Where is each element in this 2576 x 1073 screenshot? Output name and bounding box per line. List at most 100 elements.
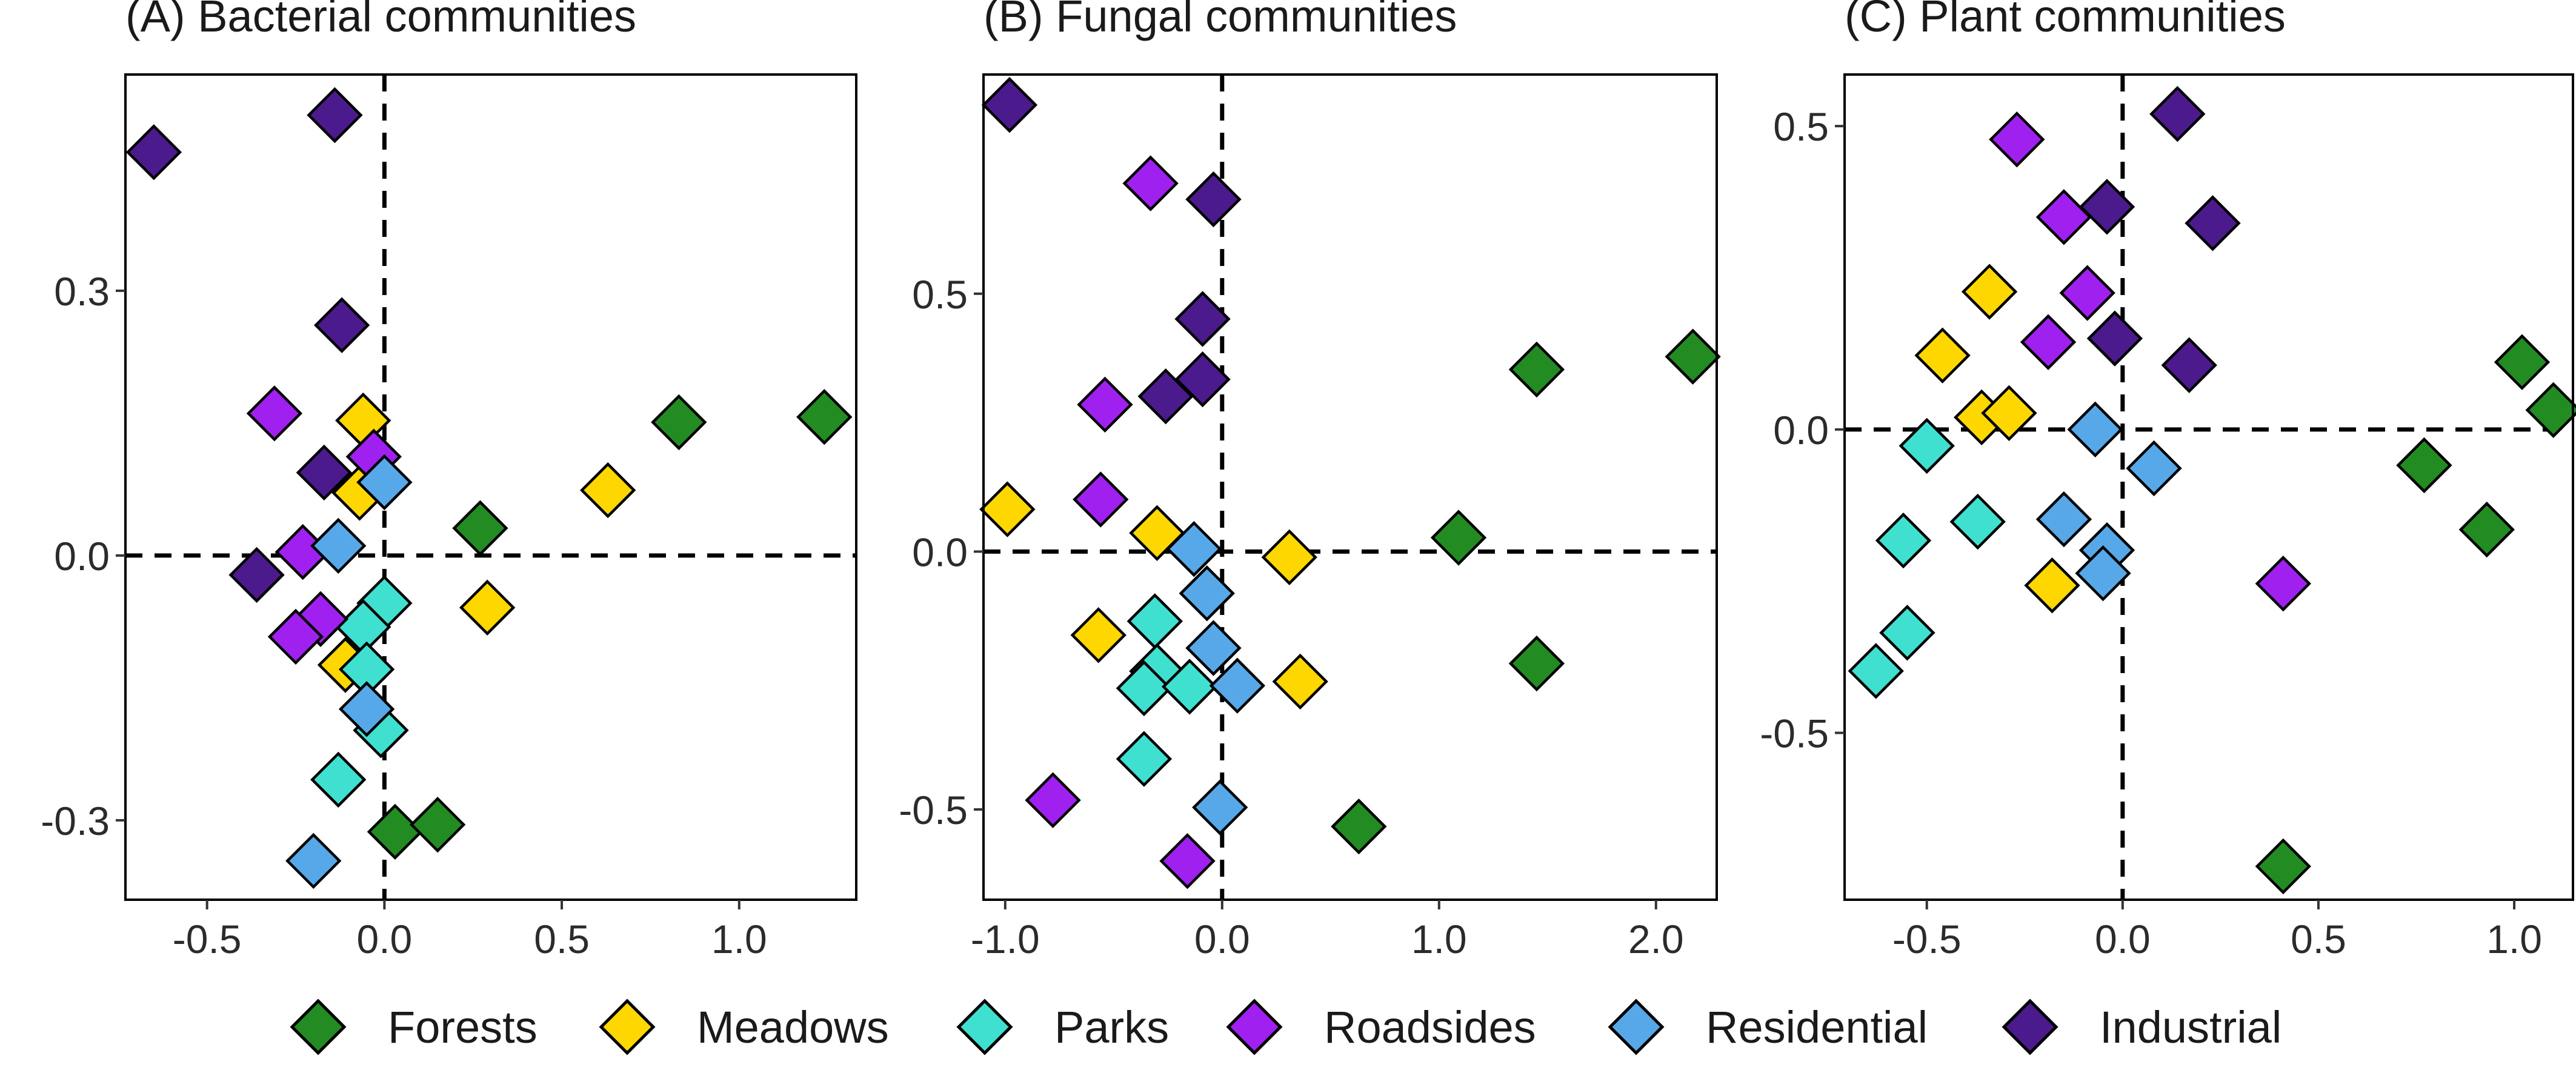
legend-label-forests: Forests xyxy=(388,1002,537,1052)
point-industrial xyxy=(981,77,1038,133)
legend-key-meadows xyxy=(599,998,656,1055)
point-industrial xyxy=(125,124,182,181)
point-roadsides xyxy=(2059,265,2115,321)
plot-background xyxy=(125,75,856,900)
point-forests xyxy=(2396,437,2452,494)
plot-area-plant: -0.5 0.0 0.5 1.0 -0.5 0.0 0.5 xyxy=(1760,73,2576,962)
legend-item-industrial: Industrial xyxy=(2002,998,2281,1055)
x-tick-label: 1.0 xyxy=(2486,917,2542,962)
point-residential xyxy=(1185,620,1242,676)
point-industrial xyxy=(2086,310,2143,367)
point-residential xyxy=(2126,440,2182,497)
legend-key-roadsides xyxy=(1226,998,1283,1055)
x-tick-label: 1.0 xyxy=(711,917,767,962)
point-industrial xyxy=(1185,171,1242,228)
y-tick-label: -0.5 xyxy=(1760,711,1829,756)
point-roadsides xyxy=(246,385,303,442)
plot-frame xyxy=(982,73,1718,901)
legend-key-residential xyxy=(1608,998,1665,1055)
point-roadsides xyxy=(1159,832,1216,889)
point-roadsides xyxy=(1122,155,1179,211)
legend-item-forests: Forests xyxy=(290,998,537,1055)
legend-key-industrial xyxy=(2002,998,2058,1055)
x-tick-label: 1.0 xyxy=(1411,917,1467,962)
point-parks xyxy=(1949,493,2006,550)
point-parks xyxy=(310,751,367,808)
point-parks xyxy=(1116,660,1173,717)
point-roadsides xyxy=(2020,314,2077,370)
point-industrial xyxy=(313,297,370,353)
point-industrial xyxy=(296,444,353,501)
y-tick-label: 0.5 xyxy=(912,272,968,317)
point-forests xyxy=(1508,341,1565,398)
point-forests xyxy=(1665,328,1721,385)
point-residential xyxy=(2067,401,2123,458)
point-meadows xyxy=(1961,264,2018,320)
point-parks xyxy=(1899,417,1955,474)
plot-background xyxy=(1845,75,2573,900)
x-tick-label: 0.0 xyxy=(1194,917,1250,962)
point-industrial xyxy=(228,546,285,603)
point-residential xyxy=(285,832,342,889)
point-residential xyxy=(1179,565,1235,622)
x-tick-label: 0.5 xyxy=(534,917,590,962)
point-residential xyxy=(2035,491,2092,548)
point-parks xyxy=(1116,731,1173,787)
point-residential xyxy=(1166,520,1222,577)
point-parks xyxy=(1875,512,1932,569)
point-forests xyxy=(1508,635,1565,692)
point-meadows xyxy=(2024,557,2080,614)
x-tick-label: -1.0 xyxy=(971,917,1040,962)
panel-title: (C) Plant communities xyxy=(1845,0,2286,41)
point-forests xyxy=(410,796,466,853)
point-meadows xyxy=(459,579,516,636)
point-residential xyxy=(1192,779,1248,835)
point-parks xyxy=(1848,643,1904,699)
legend: Forests Meadows Parks Roadsides Resident… xyxy=(290,998,2281,1055)
x-tick-label: 0.0 xyxy=(2095,917,2151,962)
point-meadows xyxy=(979,481,1036,537)
legend-label-roadsides: Roadsides xyxy=(1324,1002,1536,1052)
plot-area-bacterial: -0.5 0.0 0.5 1.0 -0.3 0.0 0.3 xyxy=(41,73,857,962)
panel-plant: (C) Plant communities -0.5 0.0 0.5 1.0 -0.5 0… xyxy=(1760,0,2576,962)
x-tick-label: 2.0 xyxy=(1628,917,1684,962)
point-meadows xyxy=(580,462,636,519)
x-tick-label: -0.5 xyxy=(173,917,242,962)
legend-key-forests xyxy=(290,998,347,1055)
point-meadows xyxy=(1272,653,1328,710)
plot-area-fungal: -1.0 0.0 1.0 2.0 -0.5 0.0 0.5 xyxy=(899,73,1721,962)
point-residential xyxy=(1209,657,1266,714)
y-tick-label: 0.0 xyxy=(54,534,110,579)
y-tick-label: -0.3 xyxy=(41,799,110,843)
panel-bacterial: (A) Bacterial communities -0.5 0.0 0.5 1.0 -… xyxy=(41,0,857,962)
point-meadows xyxy=(1261,529,1317,585)
point-residential xyxy=(356,454,413,511)
point-industrial xyxy=(2161,337,2217,393)
point-roadsides xyxy=(2255,556,2311,612)
legend-label-industrial: Industrial xyxy=(2100,1002,2281,1052)
legend-item-meadows: Meadows xyxy=(599,998,889,1055)
legend-label-parks: Parks xyxy=(1054,1002,1169,1052)
point-industrial xyxy=(307,87,363,144)
point-meadows xyxy=(1981,385,2037,442)
y-tick-label: -0.5 xyxy=(899,788,968,832)
x-tick-label: -0.5 xyxy=(1892,917,1962,962)
point-residential xyxy=(338,681,395,737)
point-forests xyxy=(2255,838,2311,895)
point-industrial xyxy=(2149,85,2206,142)
point-roadsides xyxy=(1989,111,2045,168)
y-tick-label: 0.0 xyxy=(1773,408,1829,453)
panel-title: (A) Bacterial communities xyxy=(125,0,636,41)
point-industrial xyxy=(1174,291,1231,347)
point-forests xyxy=(651,394,707,451)
legend-item-parks: Parks xyxy=(956,998,1169,1055)
point-parks xyxy=(1161,659,1218,715)
point-forests xyxy=(452,500,508,556)
point-forests xyxy=(1430,510,1487,566)
y-tick-label: 0.0 xyxy=(912,530,968,574)
point-roadsides xyxy=(267,608,324,665)
point-residential xyxy=(2075,545,2131,602)
point-roadsides xyxy=(1025,772,1081,828)
point-residential xyxy=(310,517,367,574)
